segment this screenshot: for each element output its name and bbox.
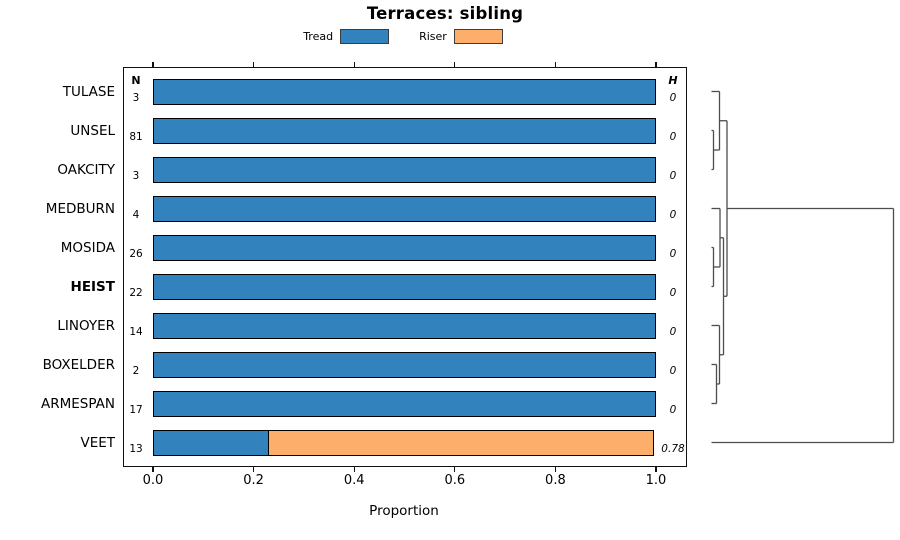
category-label: TULASE xyxy=(62,83,115,100)
n-value: 3 xyxy=(132,91,140,104)
h-value: 0 xyxy=(669,286,677,299)
h-value: 0 xyxy=(669,247,677,260)
h-value: 0 xyxy=(669,130,677,143)
bar-row xyxy=(153,195,656,222)
h-value: 0 xyxy=(669,325,677,338)
bar-row xyxy=(153,234,656,261)
n-value: 17 xyxy=(129,403,143,416)
category-label: MEDBURN xyxy=(45,200,115,217)
h-column-header: H xyxy=(668,74,678,87)
bar-segment-tread xyxy=(153,351,656,378)
x-tick-mark xyxy=(252,467,255,472)
h-value: 0.78 xyxy=(661,442,685,455)
bar-row xyxy=(153,273,656,300)
chart-title: Terraces: sibling xyxy=(366,4,524,23)
x-tick-label: 0.0 xyxy=(142,473,164,488)
bar-segment-tread xyxy=(153,156,656,183)
legend-label-tread: Tread xyxy=(303,30,334,43)
x-tick-mark xyxy=(353,467,355,472)
category-label: OAKCITY xyxy=(57,161,115,178)
n-value: 2 xyxy=(132,364,140,377)
bar-segment-tread xyxy=(153,195,656,222)
n-value: 14 xyxy=(129,325,143,338)
bar-segment-tread xyxy=(153,312,656,339)
bar-row xyxy=(153,312,656,339)
category-label: BOXELDER xyxy=(42,356,115,373)
n-value: 81 xyxy=(129,130,143,143)
x-tick-label: 1.0 xyxy=(645,473,667,488)
bar-row xyxy=(153,351,656,378)
x-tick-mark-top xyxy=(655,62,657,67)
n-column-header: N xyxy=(131,74,141,87)
bar-segment-riser xyxy=(267,429,655,456)
n-value: 4 xyxy=(132,208,140,221)
x-tick-mark-top xyxy=(252,62,255,67)
bar-row xyxy=(153,117,656,144)
h-value: 0 xyxy=(669,403,677,416)
category-label: ARMESPAN xyxy=(41,395,115,412)
x-tick-mark xyxy=(454,467,456,472)
bar-segment-tread xyxy=(153,234,656,261)
bar-row xyxy=(153,429,656,456)
n-value: 22 xyxy=(129,286,143,299)
category-label: UNSEL xyxy=(70,122,115,139)
h-value: 0 xyxy=(669,169,677,182)
bar-segment-tread xyxy=(153,429,270,456)
n-value: 13 xyxy=(129,442,143,455)
legend-label-riser: Riser xyxy=(419,30,447,43)
x-tick-label: 0.8 xyxy=(545,473,566,488)
x-tick-mark-top xyxy=(454,62,456,67)
n-value: 3 xyxy=(132,169,140,182)
bar-row xyxy=(153,156,656,183)
x-tick-mark-top xyxy=(152,62,154,67)
x-tick-mark-top xyxy=(554,62,557,67)
bar-segment-tread xyxy=(153,273,656,300)
legend: Tread Riser xyxy=(123,29,683,44)
x-tick-mark-top xyxy=(353,62,355,67)
x-axis-label: Proportion xyxy=(369,503,439,519)
x-tick-label: 0.4 xyxy=(343,473,365,488)
category-label: LINOYER xyxy=(57,317,115,334)
bar-segment-tread xyxy=(153,390,656,417)
category-label: VEET xyxy=(80,434,115,451)
legend-swatch-tread xyxy=(340,29,390,44)
x-tick-mark xyxy=(655,467,657,472)
h-value: 0 xyxy=(669,364,677,377)
x-tick-label: 0.6 xyxy=(444,473,466,488)
category-label: HEIST xyxy=(70,278,115,295)
legend-swatch-riser xyxy=(453,29,503,44)
n-value: 26 xyxy=(129,247,143,260)
bar-segment-tread xyxy=(153,78,656,105)
bar-segment-tread xyxy=(153,117,656,144)
x-tick-mark xyxy=(554,467,557,472)
h-value: 0 xyxy=(669,208,677,221)
x-tick-label: 0.2 xyxy=(243,473,264,488)
bar-row xyxy=(153,390,656,417)
x-tick-mark xyxy=(152,467,154,472)
category-label: MOSIDA xyxy=(60,239,115,256)
h-value: 0 xyxy=(669,91,677,104)
bar-row xyxy=(153,78,656,105)
